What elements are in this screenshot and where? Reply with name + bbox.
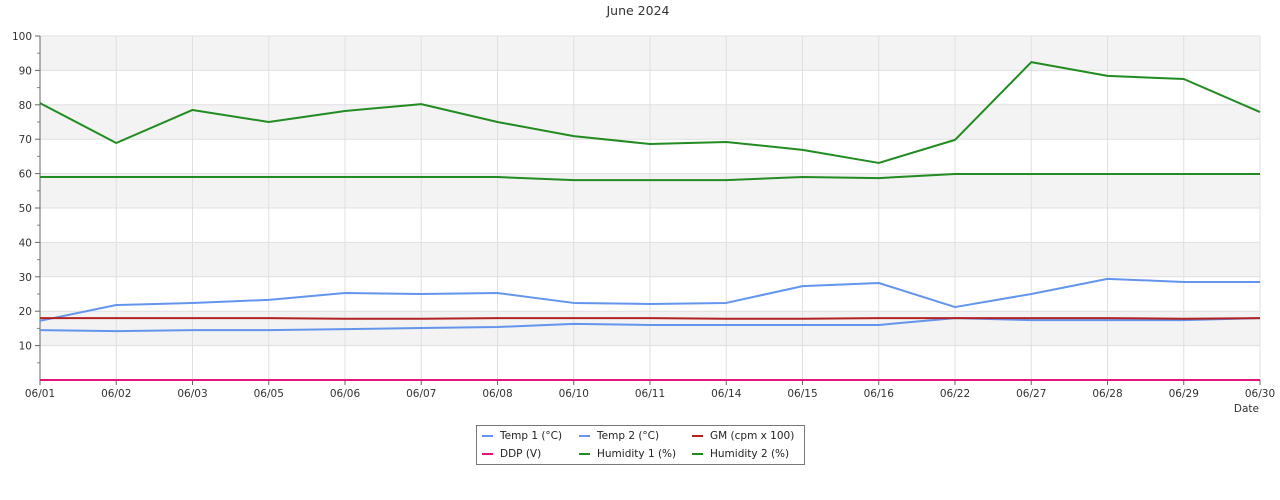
legend-item[interactable]: Temp 2 (°C) bbox=[579, 430, 659, 442]
legend-label: Humidity 1 (%) bbox=[597, 448, 677, 460]
legend-label: Temp 2 (°C) bbox=[597, 430, 660, 442]
x-tick-label: 06/27 bbox=[1016, 388, 1046, 400]
x-tick-label: 06/01 bbox=[25, 388, 55, 400]
y-tick-label: 80 bbox=[19, 100, 32, 112]
x-tick-label: 06/28 bbox=[1092, 388, 1122, 400]
x-tick-label: 06/05 bbox=[254, 388, 284, 400]
y-tick-label: 100 bbox=[12, 31, 32, 43]
y-tick-label: 90 bbox=[19, 65, 32, 77]
y-tick-label: 30 bbox=[19, 272, 32, 284]
y-tick-label: 60 bbox=[19, 169, 32, 181]
x-tick-label: 06/03 bbox=[177, 388, 207, 400]
y-tick-label: 10 bbox=[19, 341, 32, 353]
x-tick-label: 06/15 bbox=[787, 388, 817, 400]
x-tick-label: 06/30 bbox=[1245, 388, 1275, 400]
legend-swatch bbox=[692, 435, 703, 437]
legend-swatch bbox=[482, 453, 493, 455]
x-tick-label: 06/02 bbox=[101, 388, 131, 400]
legend-item[interactable]: Temp 1 (°C) bbox=[482, 430, 562, 442]
y-tick-label: 40 bbox=[19, 237, 32, 249]
y-tick-label: 20 bbox=[19, 306, 32, 318]
legend-item[interactable]: Humidity 1 (%) bbox=[579, 448, 676, 460]
legend-swatch bbox=[579, 435, 590, 437]
series-line-temp-1-c bbox=[39, 317, 1261, 333]
series-line-temp-2-c bbox=[39, 277, 1260, 322]
x-tick-label: 06/16 bbox=[864, 388, 895, 400]
x-tick-label: 06/07 bbox=[406, 388, 436, 400]
x-tick-label: 06/14 bbox=[711, 388, 742, 400]
legend-swatch bbox=[482, 435, 493, 437]
x-tick-label: 06/29 bbox=[1169, 388, 1199, 400]
legend-label: DDP (V) bbox=[500, 448, 542, 460]
legend-label: Temp 1 (°C) bbox=[500, 430, 563, 442]
legend-swatch bbox=[579, 453, 590, 455]
legend-item[interactable]: Humidity 2 (%) bbox=[692, 448, 789, 460]
x-tick-label: 06/10 bbox=[559, 388, 589, 400]
chart-title: June 2024 bbox=[605, 3, 669, 18]
series-line-humidity-2 bbox=[40, 172, 1260, 182]
legend-label: Humidity 2 (%) bbox=[710, 448, 790, 460]
x-tick-label: 06/11 bbox=[635, 388, 665, 400]
x-tick-label: 06/08 bbox=[482, 388, 512, 400]
legend-swatch bbox=[692, 453, 703, 455]
legend-label: GM (cpm x 100) bbox=[710, 430, 795, 442]
y-tick-label: 50 bbox=[19, 203, 32, 215]
legend-item[interactable]: GM (cpm x 100) bbox=[692, 430, 794, 442]
legend-item[interactable]: DDP (V) bbox=[482, 448, 541, 460]
y-tick-label: 70 bbox=[19, 134, 32, 146]
legend: Temp 1 (°C) DDP (V) Temp 2 (°C) Humidity 1 … bbox=[476, 425, 805, 465]
x-tick-label: 06/22 bbox=[940, 388, 970, 400]
x-axis-label: Date bbox=[1234, 403, 1259, 415]
x-tick-label: 06/06 bbox=[330, 388, 361, 400]
series-line-humidity-1 bbox=[39, 61, 1261, 164]
series-line-gm-cpm-x-100 bbox=[40, 317, 1261, 320]
line-chart: June 2024 10 20 30 40 50 60 70 80 90 100 06/01 06/0… bbox=[12, 3, 1275, 415]
